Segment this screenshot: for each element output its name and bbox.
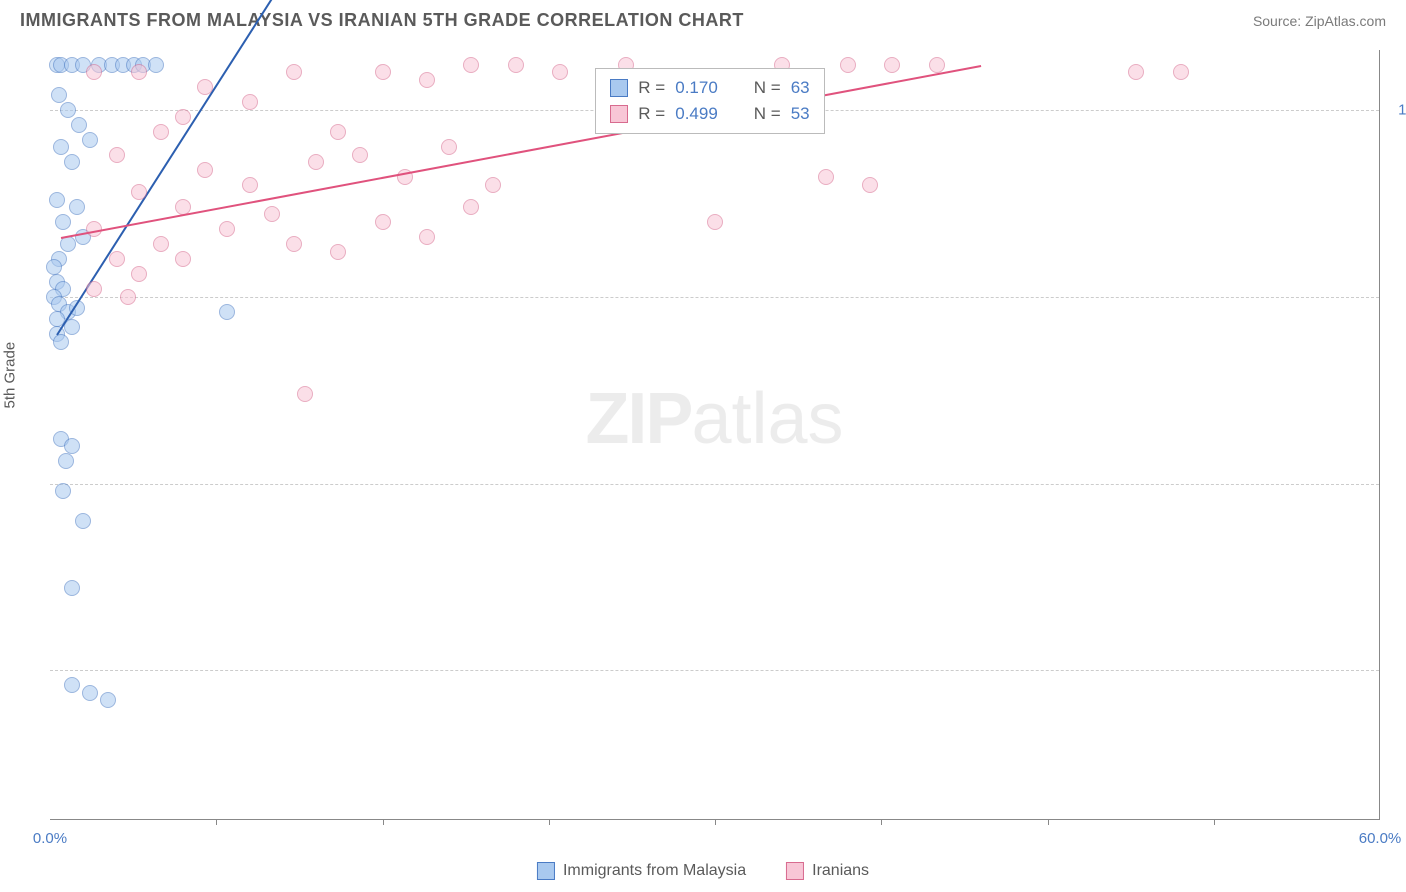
data-point [707,214,723,230]
scatter-chart: ZIPatlas 92.5%95.0%97.5%100.0%0.0%60.0%R… [50,50,1380,820]
legend-swatch-icon [786,862,804,880]
data-point [46,259,62,275]
data-point [929,57,945,73]
data-point [71,117,87,133]
data-point [75,513,91,529]
data-point [1173,64,1189,80]
data-point [352,147,368,163]
data-point [153,124,169,140]
data-point [485,177,501,193]
legend-row: R = 0.499N = 53 [610,101,809,127]
data-point [55,214,71,230]
data-point [840,57,856,73]
data-point [242,177,258,193]
chart-title: IMMIGRANTS FROM MALAYSIA VS IRANIAN 5TH … [20,10,744,31]
y-tick-label: 100.0% [1389,101,1406,118]
data-point [175,109,191,125]
legend-swatch-icon [537,862,555,880]
data-point [82,685,98,701]
x-tick [216,819,217,825]
source-attribution: Source: ZipAtlas.com [1253,13,1386,29]
data-point [64,580,80,596]
x-tick [1048,819,1049,825]
x-tick [1214,819,1215,825]
x-tick-label: 0.0% [33,830,67,847]
data-point [375,64,391,80]
x-tick [383,819,384,825]
data-point [100,692,116,708]
data-point [330,244,346,260]
data-point [131,184,147,200]
watermark: ZIPatlas [585,378,843,460]
data-point [86,281,102,297]
correlation-legend: R = 0.170N = 63R = 0.499N = 53 [595,68,824,134]
data-point [197,162,213,178]
data-point [552,64,568,80]
data-point [330,124,346,140]
data-point [297,386,313,402]
data-point [197,79,213,95]
data-point [884,57,900,73]
data-point [148,57,164,73]
data-point [308,154,324,170]
x-tick [881,819,882,825]
data-point [219,304,235,320]
data-point [64,154,80,170]
data-point [60,102,76,118]
data-point [153,236,169,252]
data-point [862,177,878,193]
data-point [264,206,280,222]
data-point [286,64,302,80]
bottom-legend: Immigrants from Malaysia Iranians [537,862,869,880]
legend-item-iranians: Iranians [786,862,869,880]
data-point [441,139,457,155]
data-point [508,57,524,73]
data-point [375,214,391,230]
data-point [51,87,67,103]
data-point [175,251,191,267]
data-point [463,199,479,215]
data-point [53,139,69,155]
data-point [131,64,147,80]
data-point [64,438,80,454]
legend-swatch-icon [610,105,628,123]
data-point [109,251,125,267]
data-point [109,147,125,163]
gridline [50,670,1379,671]
data-point [64,677,80,693]
x-tick [715,819,716,825]
data-point [58,453,74,469]
y-axis-label: 5th Grade [2,342,19,409]
data-point [55,483,71,499]
legend-item-malaysia: Immigrants from Malaysia [537,862,746,880]
x-tick-label: 60.0% [1359,830,1402,847]
y-tick-label: 92.5% [1389,662,1406,679]
data-point [419,72,435,88]
data-point [131,266,147,282]
data-point [82,132,98,148]
data-point [53,334,69,350]
data-point [69,199,85,215]
y-tick-label: 97.5% [1389,288,1406,305]
x-tick [549,819,550,825]
data-point [419,229,435,245]
legend-swatch-icon [610,79,628,97]
data-point [818,169,834,185]
data-point [219,221,235,237]
gridline [50,484,1379,485]
legend-row: R = 0.170N = 63 [610,75,809,101]
data-point [286,236,302,252]
data-point [49,192,65,208]
data-point [463,57,479,73]
data-point [86,64,102,80]
data-point [242,94,258,110]
data-point [1128,64,1144,80]
y-tick-label: 95.0% [1389,475,1406,492]
data-point [120,289,136,305]
gridline [50,297,1379,298]
